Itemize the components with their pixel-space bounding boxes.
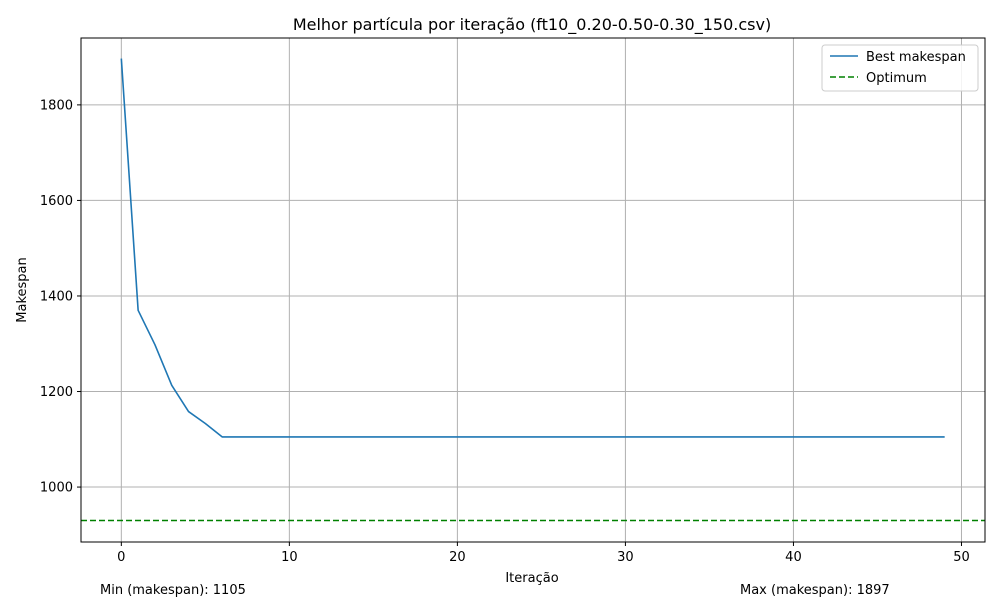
- best-makespan-point: [205, 423, 206, 424]
- legend-label-best-makespan: Best makespan: [866, 50, 966, 65]
- y-tick-label: 1400: [40, 289, 73, 304]
- best-makespan-point: [255, 436, 256, 437]
- best-makespan-point: [575, 436, 576, 437]
- best-makespan-point: [927, 436, 928, 437]
- best-makespan-point: [810, 436, 811, 437]
- best-makespan-point: [591, 436, 592, 437]
- best-makespan-point: [474, 436, 475, 437]
- x-tick-label: 30: [617, 550, 634, 565]
- best-makespan-point: [675, 436, 676, 437]
- plot-frame: [80, 37, 986, 543]
- best-makespan-point: [289, 436, 290, 437]
- best-makespan-point: [827, 436, 828, 437]
- best-makespan-point: [642, 436, 643, 437]
- legend-box: [821, 44, 979, 92]
- x-tick-label: 50: [953, 550, 970, 565]
- best-makespan-point: [222, 436, 223, 437]
- series-layer: [81, 58, 985, 522]
- tick-layer: 0 10 20 30 40 50 1000 1200 1400 1600 1800: [40, 98, 970, 565]
- best-makespan-point: [894, 436, 895, 437]
- x-tick-label: 0: [117, 550, 125, 565]
- best-makespan-point: [558, 436, 559, 437]
- chart-title: Melhor partícula por iteração (ft10_0.20…: [293, 15, 771, 35]
- best-makespan-point: [541, 436, 542, 437]
- y-tick-label: 1800: [40, 98, 73, 113]
- best-makespan-point: [339, 436, 340, 437]
- best-makespan-point: [423, 436, 424, 437]
- x-tick-label: 40: [785, 550, 802, 565]
- best-makespan-point: [238, 436, 239, 437]
- best-makespan-point: [373, 436, 374, 437]
- best-makespan-point: [659, 436, 660, 437]
- best-makespan-point: [776, 436, 777, 437]
- y-tick-label: 1200: [40, 385, 73, 400]
- best-makespan-point: [759, 436, 760, 437]
- best-makespan-point: [138, 310, 139, 311]
- x-tick-label: 10: [281, 550, 298, 565]
- x-tick-label: 20: [449, 550, 466, 565]
- best-makespan-point: [121, 58, 122, 59]
- best-makespan-point: [608, 436, 609, 437]
- best-makespan-point: [490, 436, 491, 437]
- best-makespan-point: [726, 436, 727, 437]
- best-makespan-point: [692, 436, 693, 437]
- best-makespan-point: [793, 436, 794, 437]
- legend: Best makespan Optimum: [821, 44, 979, 92]
- best-makespan-point: [843, 436, 844, 437]
- best-makespan-point: [154, 344, 155, 345]
- best-makespan-point: [390, 436, 391, 437]
- best-makespan-point: [272, 436, 273, 437]
- best-makespan-point: [406, 436, 407, 437]
- best-makespan-point: [625, 436, 626, 437]
- y-tick-label: 1000: [40, 481, 73, 496]
- legend-label-optimum: Optimum: [866, 71, 927, 86]
- best-makespan-point: [524, 436, 525, 437]
- best-makespan-point: [911, 436, 912, 437]
- best-makespan-point: [860, 436, 861, 437]
- min-makespan-annotation: Min (makespan): 1105: [100, 583, 246, 598]
- best-makespan-point: [507, 436, 508, 437]
- best-makespan-point: [306, 436, 307, 437]
- best-makespan-line: [120, 58, 945, 438]
- best-makespan-point: [440, 436, 441, 437]
- best-makespan-point: [877, 436, 878, 437]
- best-makespan-point: [944, 436, 945, 437]
- max-makespan-annotation: Max (makespan): 1897: [740, 583, 890, 598]
- y-tick-label: 1600: [40, 194, 73, 209]
- grid-layer: [81, 38, 985, 542]
- best-makespan-point: [743, 436, 744, 437]
- best-makespan-point: [709, 436, 710, 437]
- best-makespan-point: [457, 436, 458, 437]
- best-makespan-point: [356, 436, 357, 437]
- x-axis-label: Iteração: [505, 571, 558, 586]
- best-makespan-point: [188, 411, 189, 412]
- best-makespan-point: [171, 385, 172, 386]
- y-axis-label: Makespan: [15, 257, 30, 322]
- best-makespan-point: [322, 436, 323, 437]
